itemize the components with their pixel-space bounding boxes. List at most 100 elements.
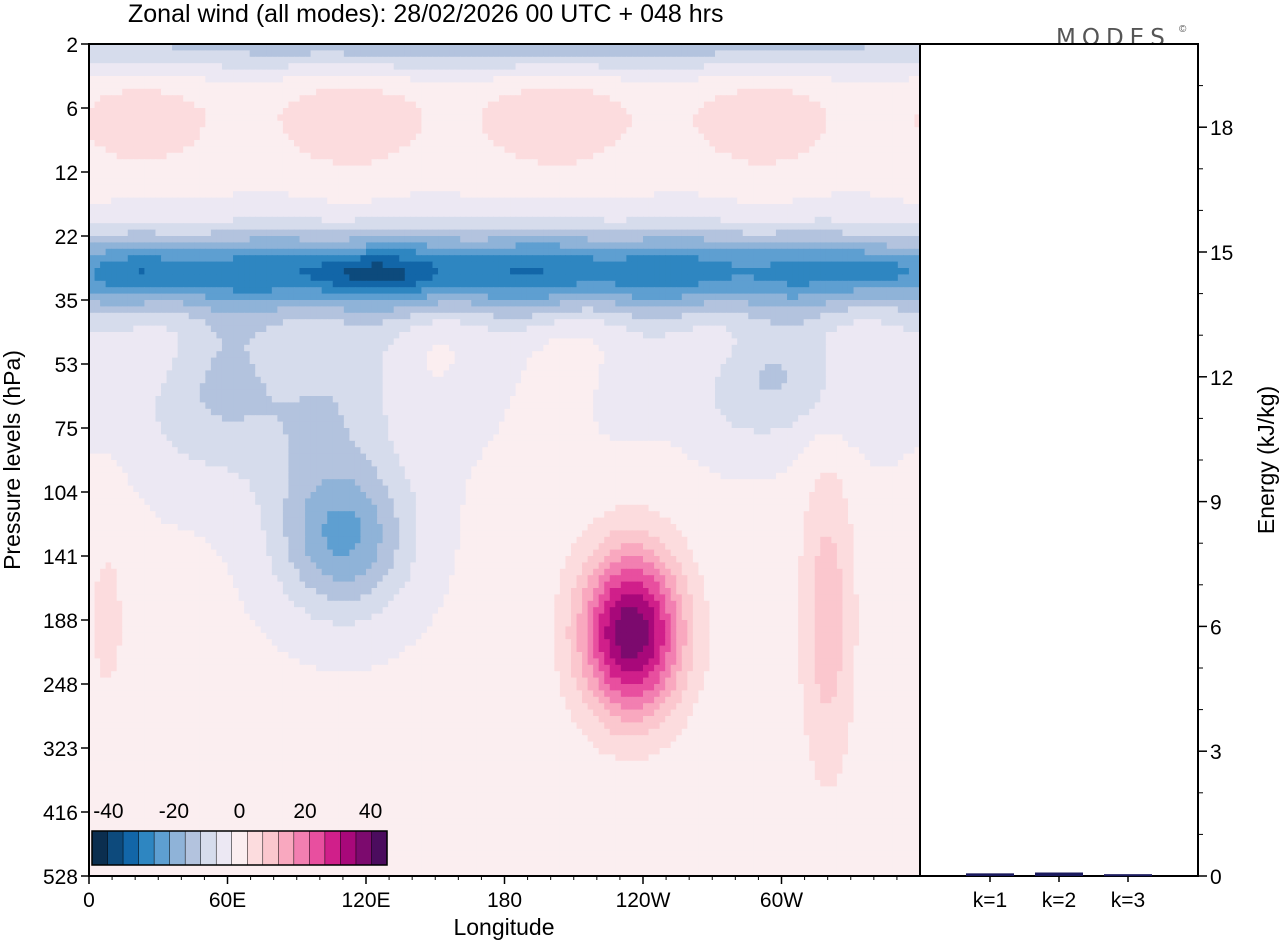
heatmap-cell [720,184,727,192]
heatmap-cell [116,236,123,243]
heatmap-cell [753,184,760,192]
heatmap-cell [864,95,871,103]
heatmap-cell [842,248,849,256]
heatmap-cell [742,120,749,128]
heatmap-cell [144,223,151,231]
heatmap-cell [681,120,688,128]
heatmap-cell [432,127,439,135]
heatmap-cell [510,216,517,224]
heatmap-cell [543,50,550,58]
heatmap-cell [438,184,445,192]
heatmap-cell [609,114,616,122]
heatmap-cell [737,242,744,250]
heatmap-cell [908,50,916,58]
heatmap-cell [144,114,151,122]
heatmap-cell [781,165,788,173]
heatmap-cell [720,44,727,51]
heatmap-cell [293,242,301,250]
heatmap-cell [233,50,240,58]
heatmap-cell [886,184,893,192]
heatmap-cell [404,172,411,179]
heatmap-cell [382,165,389,173]
heatmap-cell [205,82,212,90]
heatmap-cell [310,108,317,115]
heatmap-cell [371,248,378,256]
heatmap-cell [731,50,738,58]
heatmap-cell [604,248,611,256]
heatmap-cell [548,88,555,96]
heatmap-cell [476,236,483,243]
heatmap-cell [343,108,350,115]
heatmap-cell [293,204,301,211]
heatmap-cell [753,63,760,71]
heatmap-cell [382,127,389,135]
heatmap-cell [382,82,389,90]
heatmap-cell [510,127,517,135]
heatmap-cell [354,236,362,243]
heatmap-cell [643,223,650,231]
heatmap-cell [559,223,567,231]
heatmap-cell [759,88,766,96]
heatmap-cell [244,76,251,83]
heatmap-cell [144,140,151,147]
heatmap-cell [897,204,904,211]
heatmap-cell [371,159,378,167]
heatmap-cell [809,120,816,128]
heatmap-cell [781,197,788,205]
heatmap-cell [316,229,323,237]
heatmap-cell [116,229,123,237]
heatmap-cell [803,146,810,154]
heatmap-cell [615,184,622,192]
heatmap-cell [864,159,871,167]
heatmap-cell [388,191,395,199]
heatmap-cell [227,82,234,90]
heatmap-cell [787,88,794,96]
heatmap-cell [593,178,600,186]
heatmap-cell [155,114,162,122]
heatmap-cell [798,82,805,90]
heatmap-cell [404,140,411,147]
heatmap-cell [543,63,550,71]
heatmap-cell [382,248,389,256]
heatmap-cell [105,140,112,147]
heatmap-cell [105,223,112,231]
heatmap-cell [781,44,788,51]
heatmap-cell [631,101,639,109]
heatmap-cell [221,82,229,90]
heatmap-cell [493,120,500,128]
heatmap-cell [388,152,395,160]
heatmap-cell [626,184,633,192]
heatmap-cell [554,204,561,211]
heatmap-cell [792,76,799,83]
heatmap-cell [382,204,389,211]
heatmap-cell [537,95,544,103]
heatmap-cell [471,63,478,71]
heatmap-cell [587,184,594,192]
heatmap-cell [205,101,212,109]
heatmap-cell [681,223,688,231]
heatmap-cell [316,63,323,71]
heatmap-cell [244,108,251,115]
heatmap-cell [654,50,661,58]
heatmap-cell [609,88,616,96]
heatmap-cell [709,76,716,83]
heatmap-cell [438,127,445,135]
heatmap-cell [692,146,699,154]
heatmap-cell [111,255,118,263]
heatmap-cell [454,88,461,96]
heatmap-cell [293,191,301,199]
heatmap-cell [144,44,151,51]
heatmap-cell [798,140,805,147]
heatmap-cell [266,56,273,64]
heatmap-cell [875,56,882,64]
heatmap-cell [515,82,522,90]
heatmap-cell [388,204,395,211]
heatmap-cell [820,223,827,231]
heatmap-cell [510,197,517,205]
heatmap-cell [670,140,677,147]
heatmap-cell [216,210,223,218]
heatmap-cell [482,76,489,83]
heatmap-cell [210,248,218,256]
heatmap-cell [565,242,572,250]
heatmap-cell [415,184,422,192]
